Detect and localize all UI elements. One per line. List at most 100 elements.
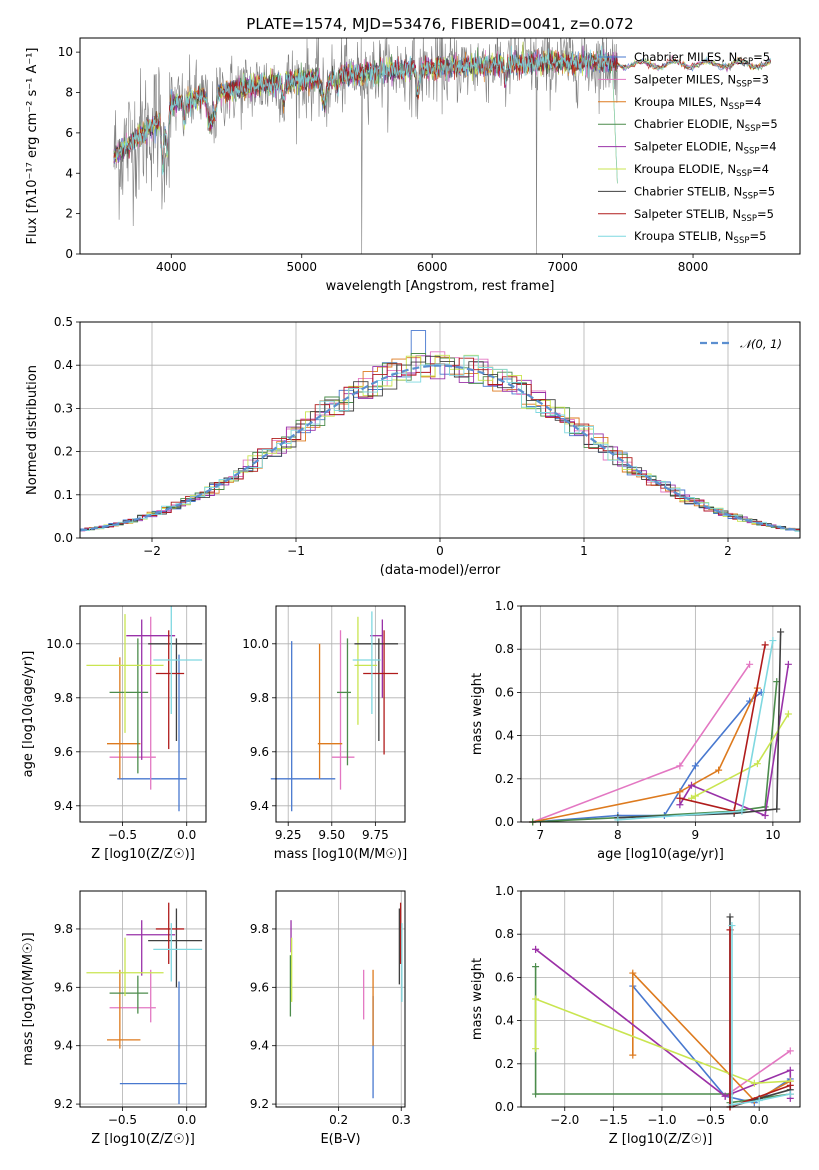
x-tick-label: −0.5	[696, 1113, 725, 1127]
errorbar-salpeter-stelib	[363, 630, 399, 755]
residuals-panel: −2 −1 0 1 2 0.0 0.1 0.2 0.3 0.4 0.5 (data-model)/er…	[25, 315, 801, 578]
x-axis-label: wavelength [Angstrom, rest frame]	[326, 279, 555, 294]
ticks: 9.25 9.50 9.75 9.4 9.6 9.8 10.0	[242, 637, 388, 842]
y-tick-label: 9.8	[250, 691, 269, 705]
errorbar-kroupa-stelib	[153, 923, 203, 982]
ticks: −0.5 0.0 9.4 9.6 9.8 10.0	[46, 637, 196, 842]
weight-marker	[532, 1045, 540, 1053]
x-tick-label: 9.75	[362, 828, 389, 842]
x-tick-label: −1.0	[647, 1113, 676, 1127]
weight-series-kroupa-stelib	[728, 922, 794, 1109]
weight-marker	[688, 781, 695, 789]
y-tick-label: 0.1	[54, 488, 73, 502]
weight-marker	[691, 792, 699, 800]
weight-marker	[761, 803, 769, 811]
x-tick-label: −2.0	[550, 1113, 579, 1127]
legend-label-kroupa-elodie: Kroupa ELODIE, NSSP=4	[634, 162, 769, 179]
axes-frame	[520, 605, 801, 823]
errorbar-kroupa-elodie	[86, 614, 164, 733]
legend-label-chabrier-elodie: Chabrier ELODIE, NSSP=5	[634, 117, 778, 134]
weight-marker	[721, 1092, 729, 1100]
residuals-legend: 𝒩(0, 1)	[700, 337, 782, 351]
errorbar-chabrier-miles	[270, 641, 336, 812]
weight-marker	[750, 1079, 758, 1087]
weight-marker	[676, 794, 684, 802]
weight-line-kroupa-elodie	[534, 997, 791, 1085]
x-tick-label: −0.5	[108, 828, 137, 842]
errorbar-kroupa-elodie	[86, 937, 164, 997]
y-tick-label: 9.8	[54, 922, 73, 936]
weight-marker	[769, 637, 777, 645]
x-axis-label: age [log10(age/yr)]	[597, 847, 724, 862]
x-tick-label: 9.50	[318, 828, 345, 842]
errorbar-kroupa-miles	[107, 969, 141, 1049]
errorbar-chabrier-elodie	[109, 975, 149, 1014]
weight-marker	[676, 762, 684, 770]
x-tick-label: 7	[537, 828, 545, 842]
weight-line-kroupa-elodie	[691, 713, 790, 799]
y-tick-label: 0.8	[495, 642, 514, 656]
weight-line-kroupa-stelib	[731, 925, 791, 1106]
y-tick-label: 9.6	[54, 745, 73, 759]
mass-vs-ebv-panel: 0.2 0.3 9.2 9.4 9.6 9.8 E(B-V)	[250, 890, 411, 1147]
errorbar-salpeter-miles	[331, 630, 355, 790]
errorbar-salpeter-elodie	[126, 920, 176, 976]
y-tick-label: 4	[65, 166, 73, 180]
weight-line-salpeter-elodie	[679, 664, 790, 817]
legend-label-chabrier-stelib: Chabrier STELIB, NSSP=5	[634, 184, 775, 201]
y-axis-label: mass weight	[470, 958, 485, 1040]
histograms	[80, 330, 800, 533]
weight-marker	[629, 969, 637, 977]
axes-frame	[520, 890, 801, 1108]
weight-marker	[532, 1090, 540, 1098]
weight-marker	[746, 660, 754, 668]
weight-lines	[529, 628, 792, 826]
x-axis-label: Z [log10(Z/Z☉)]	[91, 847, 195, 862]
y-tick-label: 0.4	[495, 1014, 514, 1028]
x-axis-label: Z [log10(Z/Z☉)]	[609, 1132, 713, 1147]
y-tick-label: 0.6	[495, 970, 514, 984]
normal-curve	[80, 364, 800, 532]
x-axis-label: Z [log10(Z/Z☉)]	[91, 1132, 195, 1147]
errorbar-salpeter-stelib	[155, 630, 185, 750]
errorbar-chabrier-miles	[117, 654, 187, 812]
age-vs-mass-panel: 9.25 9.50 9.75 9.4 9.6 9.8 10.0 mass [log10(M/M…	[242, 605, 407, 862]
weight-marker	[715, 766, 723, 774]
x-tick-label: 0.0	[750, 1113, 769, 1127]
y-tick-label: 10.0	[46, 637, 73, 651]
ticks: 7 8 9 10 0.0 0.2 0.4 0.6 0.8 1.0	[495, 599, 781, 842]
weight-marker	[629, 1051, 637, 1059]
y-axis-label: mass [log10(M/M☉)]	[21, 932, 36, 1065]
y-axis-label: Flux [fλ10⁻¹⁷ erg cm⁻² s⁻¹ A⁻¹]	[25, 48, 40, 245]
x-tick-label: 7000	[547, 260, 578, 274]
age-vs-z-panel: −0.5 0.0 9.4 9.6 9.8 10.0 Z [log10(Z/Z☉)] age […	[21, 605, 207, 862]
y-tick-label: 9.4	[54, 799, 73, 813]
y-tick-label: 8	[65, 86, 73, 100]
y-tick-label: 0.2	[54, 445, 73, 459]
mass-vs-z-panel: −0.5 0.0 9.2 9.4 9.6 9.8 Z [log10(Z/Z☉)] mass […	[21, 890, 207, 1147]
x-axis-label: mass [log10(M/M☉)]	[274, 847, 407, 862]
y-tick-label: 0.8	[495, 927, 514, 941]
y-tick-label: 0.0	[495, 815, 514, 829]
weight-line-kroupa-miles	[532, 687, 759, 823]
y-axis-label: Normed distribution	[25, 365, 40, 495]
axes-frame	[79, 37, 801, 255]
ticks: −2.0 −1.5 −1.0 −0.5 0.0 0.0 0.2 0.4 0.6 0.8 1.0	[495, 884, 769, 1127]
weight-marker	[755, 1097, 763, 1105]
errorbar-salpeter-miles	[109, 969, 156, 1023]
legend-label-salpeter-elodie: Salpeter ELODIE, NSSP=4	[634, 140, 777, 157]
x-tick-label: 10	[765, 828, 780, 842]
y-tick-label: 0.6	[495, 685, 514, 699]
weight-lines	[532, 913, 794, 1111]
legend-label-kroupa-stelib: Kroupa STELIB, NSSP=5	[634, 229, 766, 246]
y-tick-label: 9.2	[54, 1097, 73, 1111]
ticks: 0.2 0.3 9.2 9.4 9.6 9.8	[250, 922, 411, 1127]
model-line-red-kroupa-stelib	[617, 55, 772, 71]
weight-marker	[761, 641, 769, 649]
grid-lines	[80, 606, 206, 822]
x-tick-label: 0.3	[392, 1113, 411, 1127]
y-tick-label: 9.2	[250, 1097, 269, 1111]
spectrum-legend: Chabrier MILES, NSSP=5 Salpeter MILES, NS…	[598, 50, 778, 246]
weight-marker	[777, 628, 785, 636]
